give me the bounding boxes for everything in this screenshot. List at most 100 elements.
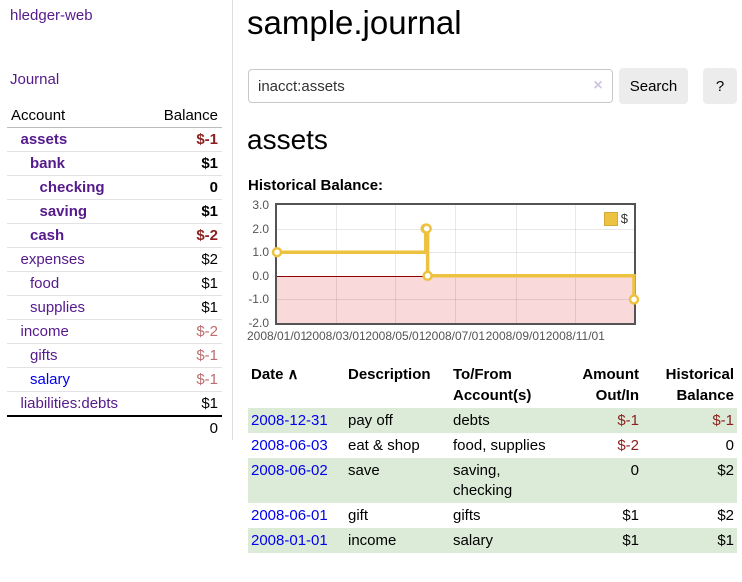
account-name-cell: cash <box>7 223 147 248</box>
x-axis-tick-label: 2008/11/01 <box>545 329 605 343</box>
account-balance: $1 <box>146 151 222 176</box>
transaction-date-cell: 2008-06-02 <box>248 458 345 503</box>
account-link[interactable]: expenses <box>20 250 85 268</box>
transaction-accounts: food, supplies <box>453 436 546 454</box>
account-name-cell: food <box>7 271 147 296</box>
transaction-date-link[interactable]: 2008-06-02 <box>251 461 328 479</box>
account-balance: $2 <box>146 247 222 272</box>
account-balance: $-1 <box>146 127 222 152</box>
transaction-date-cell: 2008-12-31 <box>248 408 345 433</box>
account-row: expenses $2 <box>7 247 222 272</box>
x-axis-tick-label: 2008/03/01 <box>305 329 366 343</box>
transaction-description: pay off <box>348 411 393 429</box>
account-row: cash $-2 <box>7 223 222 248</box>
transaction-balance: $1 <box>717 531 734 549</box>
transaction-row: 2008-06-03 eat & shop food, supplies $-2 0 <box>248 433 737 458</box>
account-row: supplies $1 <box>7 295 222 320</box>
transaction-date-link[interactable]: 2008-06-03 <box>251 436 328 454</box>
transaction-date-cell: 2008-06-03 <box>248 433 345 458</box>
account-link[interactable]: liabilities:debts <box>20 394 119 412</box>
y-axis-tick-label: 2.0 <box>252 221 269 236</box>
chart-vgridline <box>335 205 337 323</box>
accounts-header-account: Account <box>7 104 147 128</box>
chart-legend: $ <box>603 211 628 226</box>
transaction-accounts: salary <box>453 531 494 549</box>
chart-vgridline <box>575 205 577 323</box>
y-axis-tick-label: 0.0 <box>252 268 269 283</box>
transaction-date-link[interactable]: 2008-01-01 <box>251 531 328 549</box>
account-balance: $1 <box>146 199 222 224</box>
account-name-cell: checking <box>7 175 147 200</box>
transaction-balance: $2 <box>717 506 734 524</box>
clear-search-icon[interactable]: × <box>593 77 603 94</box>
account-balance: $-1 <box>146 367 222 392</box>
transaction-amount: 0 <box>630 461 639 479</box>
transaction-description: save <box>348 461 380 479</box>
account-name-cell: assets <box>7 127 147 152</box>
chart-vgridline <box>395 205 397 323</box>
register-column-header[interactable]: Date ∧ <box>251 366 299 383</box>
account-link[interactable]: cash <box>30 226 65 244</box>
legend-series-label: $ <box>620 211 628 226</box>
account-row: assets $-1 <box>7 127 222 152</box>
account-row: saving $1 <box>7 199 222 224</box>
account-link[interactable]: checking <box>39 178 105 196</box>
transaction-date-link[interactable]: 2008-12-31 <box>251 411 328 429</box>
account-link[interactable]: bank <box>30 154 66 172</box>
y-axis-tick-label: 1.0 <box>252 245 269 260</box>
account-name-cell: liabilities:debts <box>7 391 147 417</box>
account-balance: $1 <box>146 391 222 417</box>
account-balance: $1 <box>146 271 222 296</box>
transaction-balance: 0 <box>725 436 734 454</box>
account-name-cell: expenses <box>7 247 147 272</box>
account-page-title: assets <box>247 124 328 155</box>
register-header-row: Date ∧ Description To/From Account(s) Amount… <box>248 362 737 408</box>
sidebar-item-journal[interactable]: Journal <box>10 71 60 88</box>
transaction-amount: $1 <box>622 531 639 549</box>
transaction-amount: $-1 <box>617 411 639 429</box>
sidebar-divider <box>232 0 233 440</box>
account-name-cell: income <box>7 319 147 344</box>
account-row: gifts $-1 <box>7 343 222 368</box>
account-link[interactable]: assets <box>20 130 68 148</box>
account-link[interactable]: gifts <box>30 346 58 364</box>
chart-hgridline <box>277 228 634 230</box>
accounts-header-balance: Balance <box>146 104 222 128</box>
search-input[interactable] <box>248 69 613 103</box>
transaction-row: 2008-06-01 gift gifts $1 $2 <box>248 503 737 528</box>
transaction-accounts: saving, checking <box>453 461 513 499</box>
accounts-header-row: Account Balance <box>7 104 222 128</box>
help-button[interactable]: ? <box>703 68 737 104</box>
account-link[interactable]: income <box>20 322 69 340</box>
x-axis-tick-label: 2008/07/01 <box>424 329 486 343</box>
account-name-cell: bank <box>7 151 147 176</box>
transaction-date-cell: 2008-06-01 <box>248 503 345 528</box>
y-axis-tick-label: 3.0 <box>252 198 269 212</box>
app-brand-link[interactable]: hledger-web <box>10 7 93 24</box>
chart-hgridline <box>277 252 634 254</box>
account-link[interactable]: food <box>30 274 60 292</box>
page-title: sample.journal <box>247 4 462 41</box>
account-link[interactable]: saving <box>39 202 88 220</box>
transaction-accounts: gifts <box>453 506 481 524</box>
transaction-date-link[interactable]: 2008-06-01 <box>251 506 328 524</box>
account-name-cell: gifts <box>7 343 147 368</box>
chart-title-label: Historical Balance: <box>248 177 384 194</box>
transaction-row: 2008-06-02 save saving, checking 0 $2 <box>248 458 737 503</box>
account-balance: $-1 <box>146 343 222 368</box>
x-axis-tick-label: 2008/05/01 <box>365 329 426 343</box>
transaction-row: 2008-12-31 pay off debts $-1 $-1 <box>248 408 737 433</box>
transaction-balance: $2 <box>717 461 734 479</box>
transaction-balance: $-1 <box>712 411 734 429</box>
transaction-amount: $-2 <box>617 436 639 454</box>
account-link[interactable]: supplies <box>30 298 86 316</box>
register-column-header: To/From Account(s) <box>453 366 532 404</box>
search-button[interactable]: Search <box>619 68 688 104</box>
transaction-row: 2008-01-01 income salary $1 $1 <box>248 528 737 553</box>
account-link[interactable]: salary <box>30 370 71 388</box>
account-row: bank $1 <box>7 151 222 176</box>
account-name-cell: supplies <box>7 295 147 320</box>
historical-balance-chart: $ <box>271 203 640 325</box>
account-row: checking 0 <box>7 175 222 200</box>
